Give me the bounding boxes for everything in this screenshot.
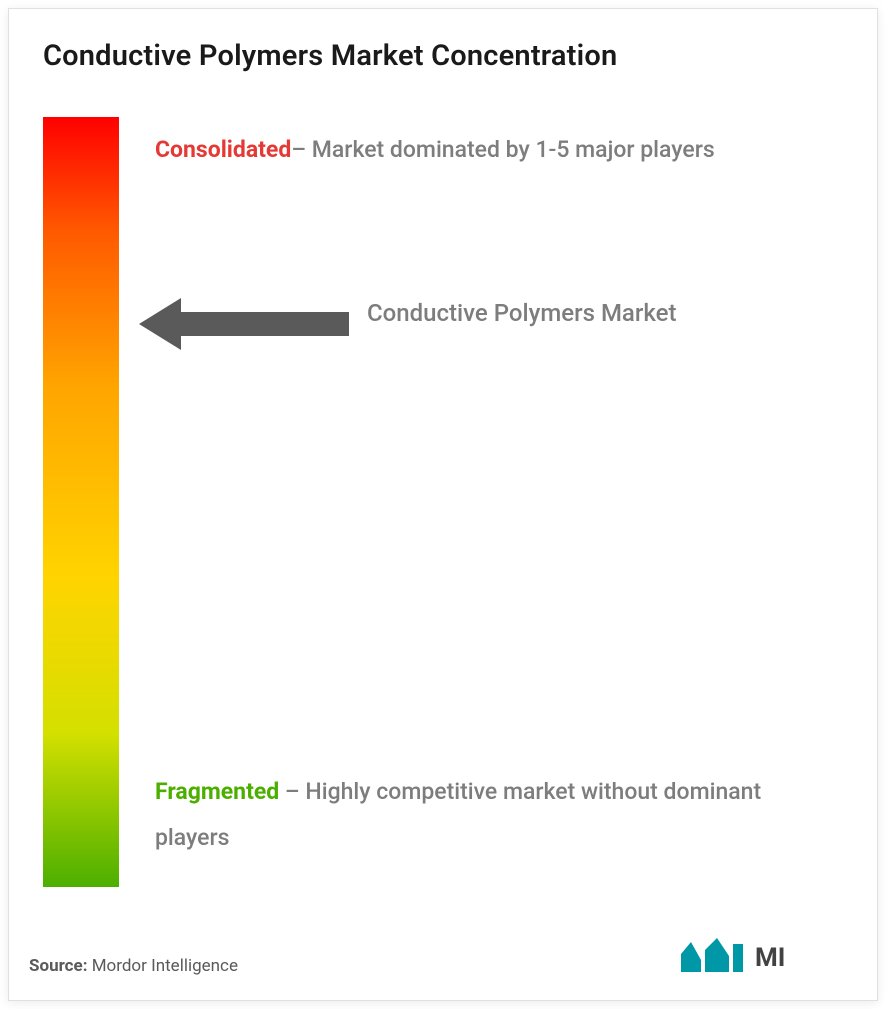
consolidated-desc-text: – Market dominated by 1-5 major players: [291, 136, 714, 163]
infographic-card: Conductive Polymers Market Concentration…: [8, 8, 878, 1001]
source-attribution: Source: Mordor Intelligence: [29, 956, 238, 976]
consolidated-label: Consolidated: [155, 136, 291, 163]
mi-logo-icon: MI: [677, 932, 847, 982]
source-name: Mordor Intelligence: [87, 956, 237, 976]
consolidated-description: Consolidated– Market dominated by 1-5 ma…: [155, 127, 837, 173]
marker-arrow: [139, 294, 359, 354]
page-title: Conductive Polymers Market Concentration: [43, 39, 617, 73]
source-prefix: Source:: [29, 956, 87, 976]
arrow-head-icon: [139, 298, 181, 350]
logo-text: MI: [755, 943, 785, 973]
brand-logo: MI: [677, 932, 847, 982]
arrow-shaft: [179, 312, 349, 336]
fragmented-description: Fragmented – Highly competitive market w…: [155, 769, 837, 861]
fragmented-label: Fragmented: [155, 778, 279, 805]
marker-label: Conductive Polymers Market: [367, 295, 727, 331]
concentration-gradient-bar: [43, 117, 119, 887]
